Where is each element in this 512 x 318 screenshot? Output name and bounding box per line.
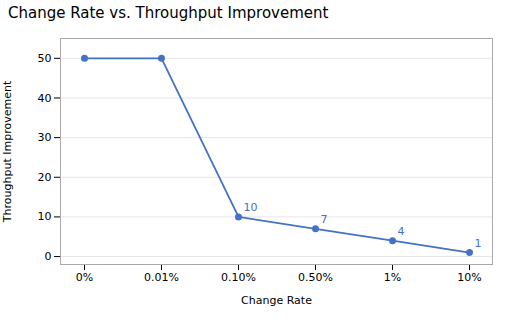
svg-text:10: 10 xyxy=(38,210,52,223)
svg-text:1: 1 xyxy=(475,237,482,250)
svg-text:0.10%: 0.10% xyxy=(221,271,256,284)
svg-text:10%: 10% xyxy=(457,271,481,284)
svg-text:Throughput Improvement: Throughput Improvement xyxy=(1,80,14,223)
svg-text:10: 10 xyxy=(244,201,258,214)
svg-text:20: 20 xyxy=(38,171,52,184)
svg-text:7: 7 xyxy=(321,213,328,226)
svg-text:0.01%: 0.01% xyxy=(144,271,179,284)
svg-text:0.50%: 0.50% xyxy=(298,271,333,284)
svg-text:1%: 1% xyxy=(384,271,401,284)
svg-text:0: 0 xyxy=(45,250,52,263)
html-text:Change Rate vs. Throughput Imp: Change Rate vs. Throughput Improvement xyxy=(8,4,329,22)
svg-text:0%: 0% xyxy=(76,271,93,284)
svg-text:50: 50 xyxy=(38,52,52,65)
svg-text:30: 30 xyxy=(38,131,52,144)
svg-text:Change Rate: Change Rate xyxy=(241,294,312,307)
svg-text:4: 4 xyxy=(398,225,405,238)
svg-text:40: 40 xyxy=(38,91,52,104)
